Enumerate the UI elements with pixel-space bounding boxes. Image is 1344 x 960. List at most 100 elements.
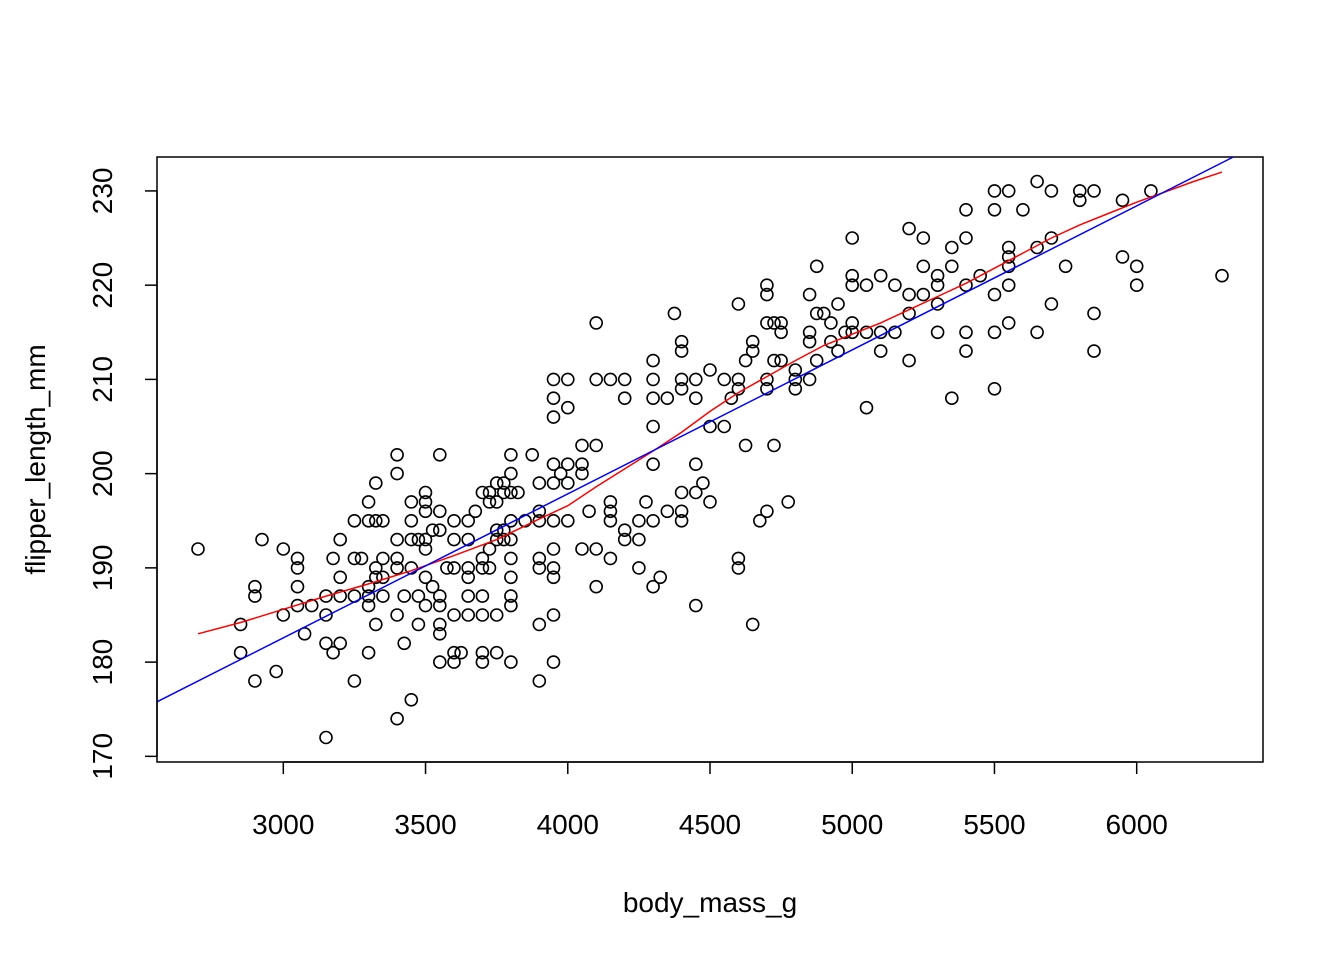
x-tick-label: 3000 [252, 809, 314, 840]
data-point [674, 513, 689, 528]
data-point [973, 268, 988, 283]
data-point [1001, 316, 1016, 330]
data-point [902, 287, 916, 302]
data-point [418, 570, 433, 585]
data-point [959, 231, 973, 245]
data-point [333, 589, 348, 603]
data-point [688, 391, 703, 406]
x-tick-label: 6000 [1106, 809, 1168, 840]
data-point [816, 306, 831, 321]
data-point [432, 523, 447, 538]
data-point [845, 278, 860, 293]
data-point [731, 297, 746, 311]
data-point [1001, 184, 1016, 198]
data-point [368, 561, 383, 575]
data-point [447, 532, 461, 547]
data-point [361, 513, 376, 528]
data-point [603, 495, 618, 509]
data-point [589, 438, 604, 453]
data-point [248, 589, 262, 603]
x-tick-label: 5500 [963, 809, 1025, 840]
data-point [319, 589, 333, 603]
data-point [696, 476, 710, 490]
data-point [504, 447, 518, 462]
data-point [1087, 344, 1101, 358]
data-point [916, 287, 931, 302]
data-point [809, 353, 824, 368]
data-point [731, 561, 746, 575]
data-point [1129, 259, 1144, 274]
data-point [404, 532, 419, 547]
data-point [333, 570, 348, 585]
data-point [447, 513, 461, 528]
data-point [1044, 231, 1059, 245]
points-layer [191, 174, 1229, 745]
y-tick-label: 180 [87, 639, 118, 686]
data-point [546, 457, 561, 472]
data-point [959, 278, 973, 293]
plot-frame [156, 156, 1264, 763]
data-point [532, 513, 547, 528]
data-point [504, 513, 518, 528]
data-point [646, 353, 660, 368]
data-point [717, 372, 732, 387]
linear-fit-line [156, 156, 1234, 703]
data-point [646, 391, 660, 406]
data-point [333, 636, 348, 651]
data-point [461, 561, 476, 575]
data-point [674, 372, 689, 387]
data-point [703, 419, 717, 434]
data-point [290, 579, 305, 594]
data-point [532, 561, 547, 575]
data-point [1073, 193, 1087, 208]
data-point [802, 325, 817, 340]
data-point [575, 457, 589, 472]
data-point [1001, 240, 1016, 255]
data-point [411, 532, 426, 547]
data-point [432, 598, 447, 613]
data-point [546, 372, 561, 387]
data-point [632, 513, 646, 528]
data-point [1030, 174, 1044, 189]
data-point [276, 542, 291, 556]
data-point [575, 438, 589, 453]
data-point [376, 513, 390, 528]
data-point [603, 372, 618, 387]
data-point [390, 561, 404, 575]
data-point [319, 608, 333, 622]
data-point [525, 447, 540, 462]
data-point [390, 711, 404, 726]
data-point [575, 466, 589, 481]
data-point [646, 513, 660, 528]
data-point [944, 391, 959, 406]
data-point [290, 598, 305, 613]
data-point [475, 589, 490, 603]
data-point [475, 561, 490, 575]
y-tick-label: 200 [87, 450, 118, 497]
data-point [361, 598, 376, 613]
data-point [504, 598, 518, 613]
data-point [1044, 297, 1059, 311]
data-point [731, 372, 746, 387]
data-point [447, 655, 461, 669]
data-point [1087, 306, 1101, 321]
data-point [802, 287, 817, 302]
data-point [418, 495, 433, 509]
data-point [418, 532, 433, 547]
data-point [1073, 184, 1087, 198]
data-point [489, 645, 504, 660]
data-point [411, 617, 426, 632]
data-point [738, 353, 753, 368]
data-point [496, 485, 511, 500]
data-point [546, 513, 561, 528]
data-point [688, 485, 703, 500]
data-point [859, 400, 874, 415]
data-point [326, 645, 340, 660]
data-point [504, 570, 518, 585]
data-point [1030, 325, 1044, 340]
data-point [589, 316, 604, 330]
data-point [432, 589, 447, 603]
data-point [674, 504, 689, 519]
data-point [646, 457, 660, 472]
